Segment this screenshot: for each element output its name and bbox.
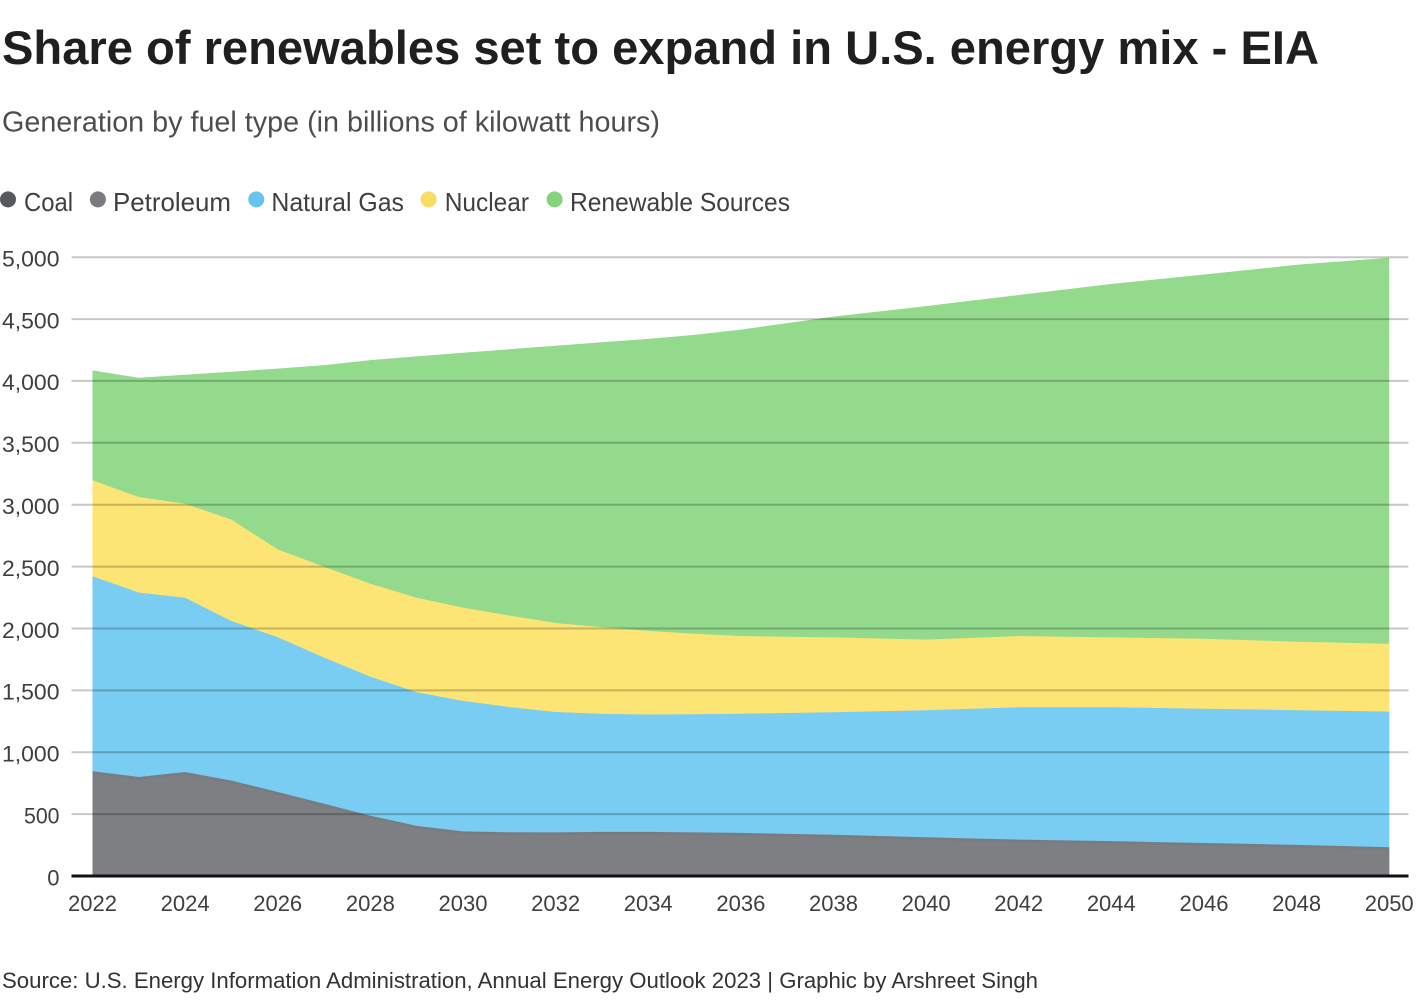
svg-text:Share of renewables set to exp: Share of renewables set to expand in U.S… xyxy=(2,21,1319,74)
svg-text:2,000: 2,000 xyxy=(2,618,60,643)
svg-text:Nuclear: Nuclear xyxy=(445,187,530,217)
svg-text:Generation by fuel type (in bi: Generation by fuel type (in billions of … xyxy=(2,107,660,139)
svg-text:2034: 2034 xyxy=(624,891,673,916)
svg-text:2050: 2050 xyxy=(1365,891,1414,916)
svg-text:Renewable Sources: Renewable Sources xyxy=(570,187,790,217)
svg-text:0: 0 xyxy=(47,865,59,890)
svg-text:2048: 2048 xyxy=(1272,891,1321,916)
svg-text:5,000: 5,000 xyxy=(2,247,60,272)
svg-text:2022: 2022 xyxy=(68,891,117,916)
svg-text:2,500: 2,500 xyxy=(2,556,60,581)
svg-text:2042: 2042 xyxy=(994,891,1043,916)
svg-text:2024: 2024 xyxy=(161,891,210,916)
svg-text:2044: 2044 xyxy=(1087,891,1136,916)
svg-text:2032: 2032 xyxy=(531,891,580,916)
svg-text:4,500: 4,500 xyxy=(2,308,60,333)
svg-text:Source: U.S. Energy Informatio: Source: U.S. Energy Information Administ… xyxy=(2,968,1038,993)
svg-text:1,000: 1,000 xyxy=(2,742,60,767)
svg-text:Natural Gas: Natural Gas xyxy=(271,187,404,217)
svg-text:2028: 2028 xyxy=(346,891,395,916)
svg-text:Coal: Coal xyxy=(24,187,73,217)
svg-text:4,000: 4,000 xyxy=(2,370,60,395)
svg-text:3,000: 3,000 xyxy=(2,494,60,519)
svg-text:2026: 2026 xyxy=(253,891,302,916)
svg-text:1,500: 1,500 xyxy=(2,680,60,705)
svg-text:2036: 2036 xyxy=(716,891,765,916)
svg-text:2046: 2046 xyxy=(1180,891,1229,916)
svg-text:3,500: 3,500 xyxy=(2,432,60,457)
svg-text:2030: 2030 xyxy=(439,891,488,916)
svg-text:2040: 2040 xyxy=(902,891,951,916)
svg-text:Petroleum: Petroleum xyxy=(113,187,231,217)
svg-text:2038: 2038 xyxy=(809,891,858,916)
svg-text:500: 500 xyxy=(24,803,60,828)
